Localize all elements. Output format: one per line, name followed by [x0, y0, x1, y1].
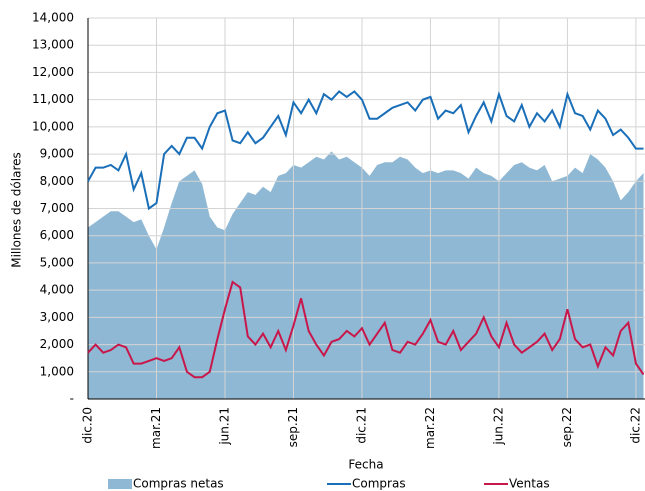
y-tick-label: 4,000 [40, 283, 74, 297]
x-tick-label: jun.22 [491, 407, 505, 446]
x-tick-label: mar.22 [423, 407, 437, 449]
y-tick-label: 5,000 [40, 255, 74, 269]
line [87, 280, 645, 379]
y-tick-label: 9,000 [40, 147, 74, 161]
y-tick-label: 12,000 [32, 65, 74, 79]
y-tick-label: 3,000 [40, 310, 74, 324]
x-axis-label: Fecha [348, 458, 383, 472]
y-tick-label: - [70, 392, 74, 406]
y-tick-label: 10,000 [32, 119, 74, 133]
y-tick-label: 1,000 [40, 364, 74, 378]
legend-label: Ventas [509, 477, 550, 491]
x-tick-label: dic.20 [81, 407, 95, 444]
x-tick-label: dic.21 [354, 407, 368, 444]
y-tick-label: 13,000 [32, 38, 74, 52]
legend-label: Compras netas [133, 477, 224, 491]
y-tick-label: 11,000 [32, 92, 74, 106]
line [87, 90, 644, 211]
x-tick-label: jun.21 [217, 407, 231, 446]
x-tick-label: sep.21 [286, 407, 300, 447]
y-tick-label: 7,000 [40, 201, 74, 215]
legend-label: Compras [352, 477, 406, 491]
area [88, 151, 644, 399]
x-tick-label: dic.22 [628, 407, 642, 444]
y-tick-label: 6,000 [40, 228, 74, 242]
y-tick-label: 14,000 [32, 11, 74, 25]
y-axis-label: Millones de dólares [10, 152, 24, 268]
x-tick-label: mar.21 [149, 407, 163, 449]
legend-swatch [108, 479, 132, 489]
x-tick-label: sep.22 [560, 407, 574, 447]
y-tick-label: 8,000 [40, 174, 74, 188]
y-tick-label: 2,000 [40, 337, 74, 351]
